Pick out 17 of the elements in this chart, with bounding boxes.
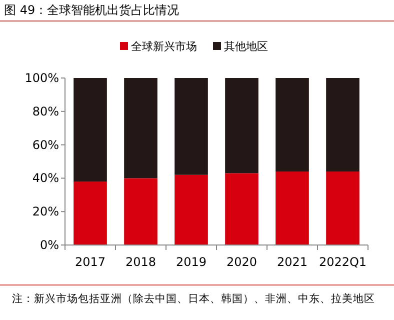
legend-item: 其他地区 [213,40,268,53]
y-tick-label: 40% [32,171,59,186]
y-tick-label: 0% [40,238,59,252]
y-tick-label: 60% [32,138,59,152]
legend-item: 全球新兴市场 [120,40,197,53]
x-tick-label: 2019 [176,255,207,269]
title: 图 49：全球智能机出货占比情况 [4,3,180,17]
y-tick-label: 100% [24,71,59,85]
legend-label: 其他地区 [224,40,268,53]
x-tick-label: 2022Q1 [318,255,367,269]
x-tick-label: 2020 [226,255,258,269]
y-tick-label: 80% [32,104,59,118]
x-tick-label: 2018 [125,255,156,269]
text: 注：新兴市场包括亚洲（除去中国、日本、韩国）、非洲、中东、拉美地区 [12,292,375,305]
y-tick-label: 20% [32,204,59,219]
x-tick-label: 2021 [276,255,308,269]
x-tick-label: 2017 [74,255,106,269]
